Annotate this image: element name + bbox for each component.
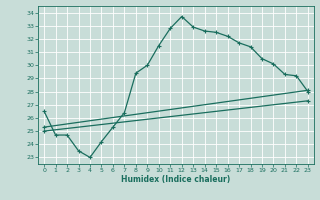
X-axis label: Humidex (Indice chaleur): Humidex (Indice chaleur) xyxy=(121,175,231,184)
